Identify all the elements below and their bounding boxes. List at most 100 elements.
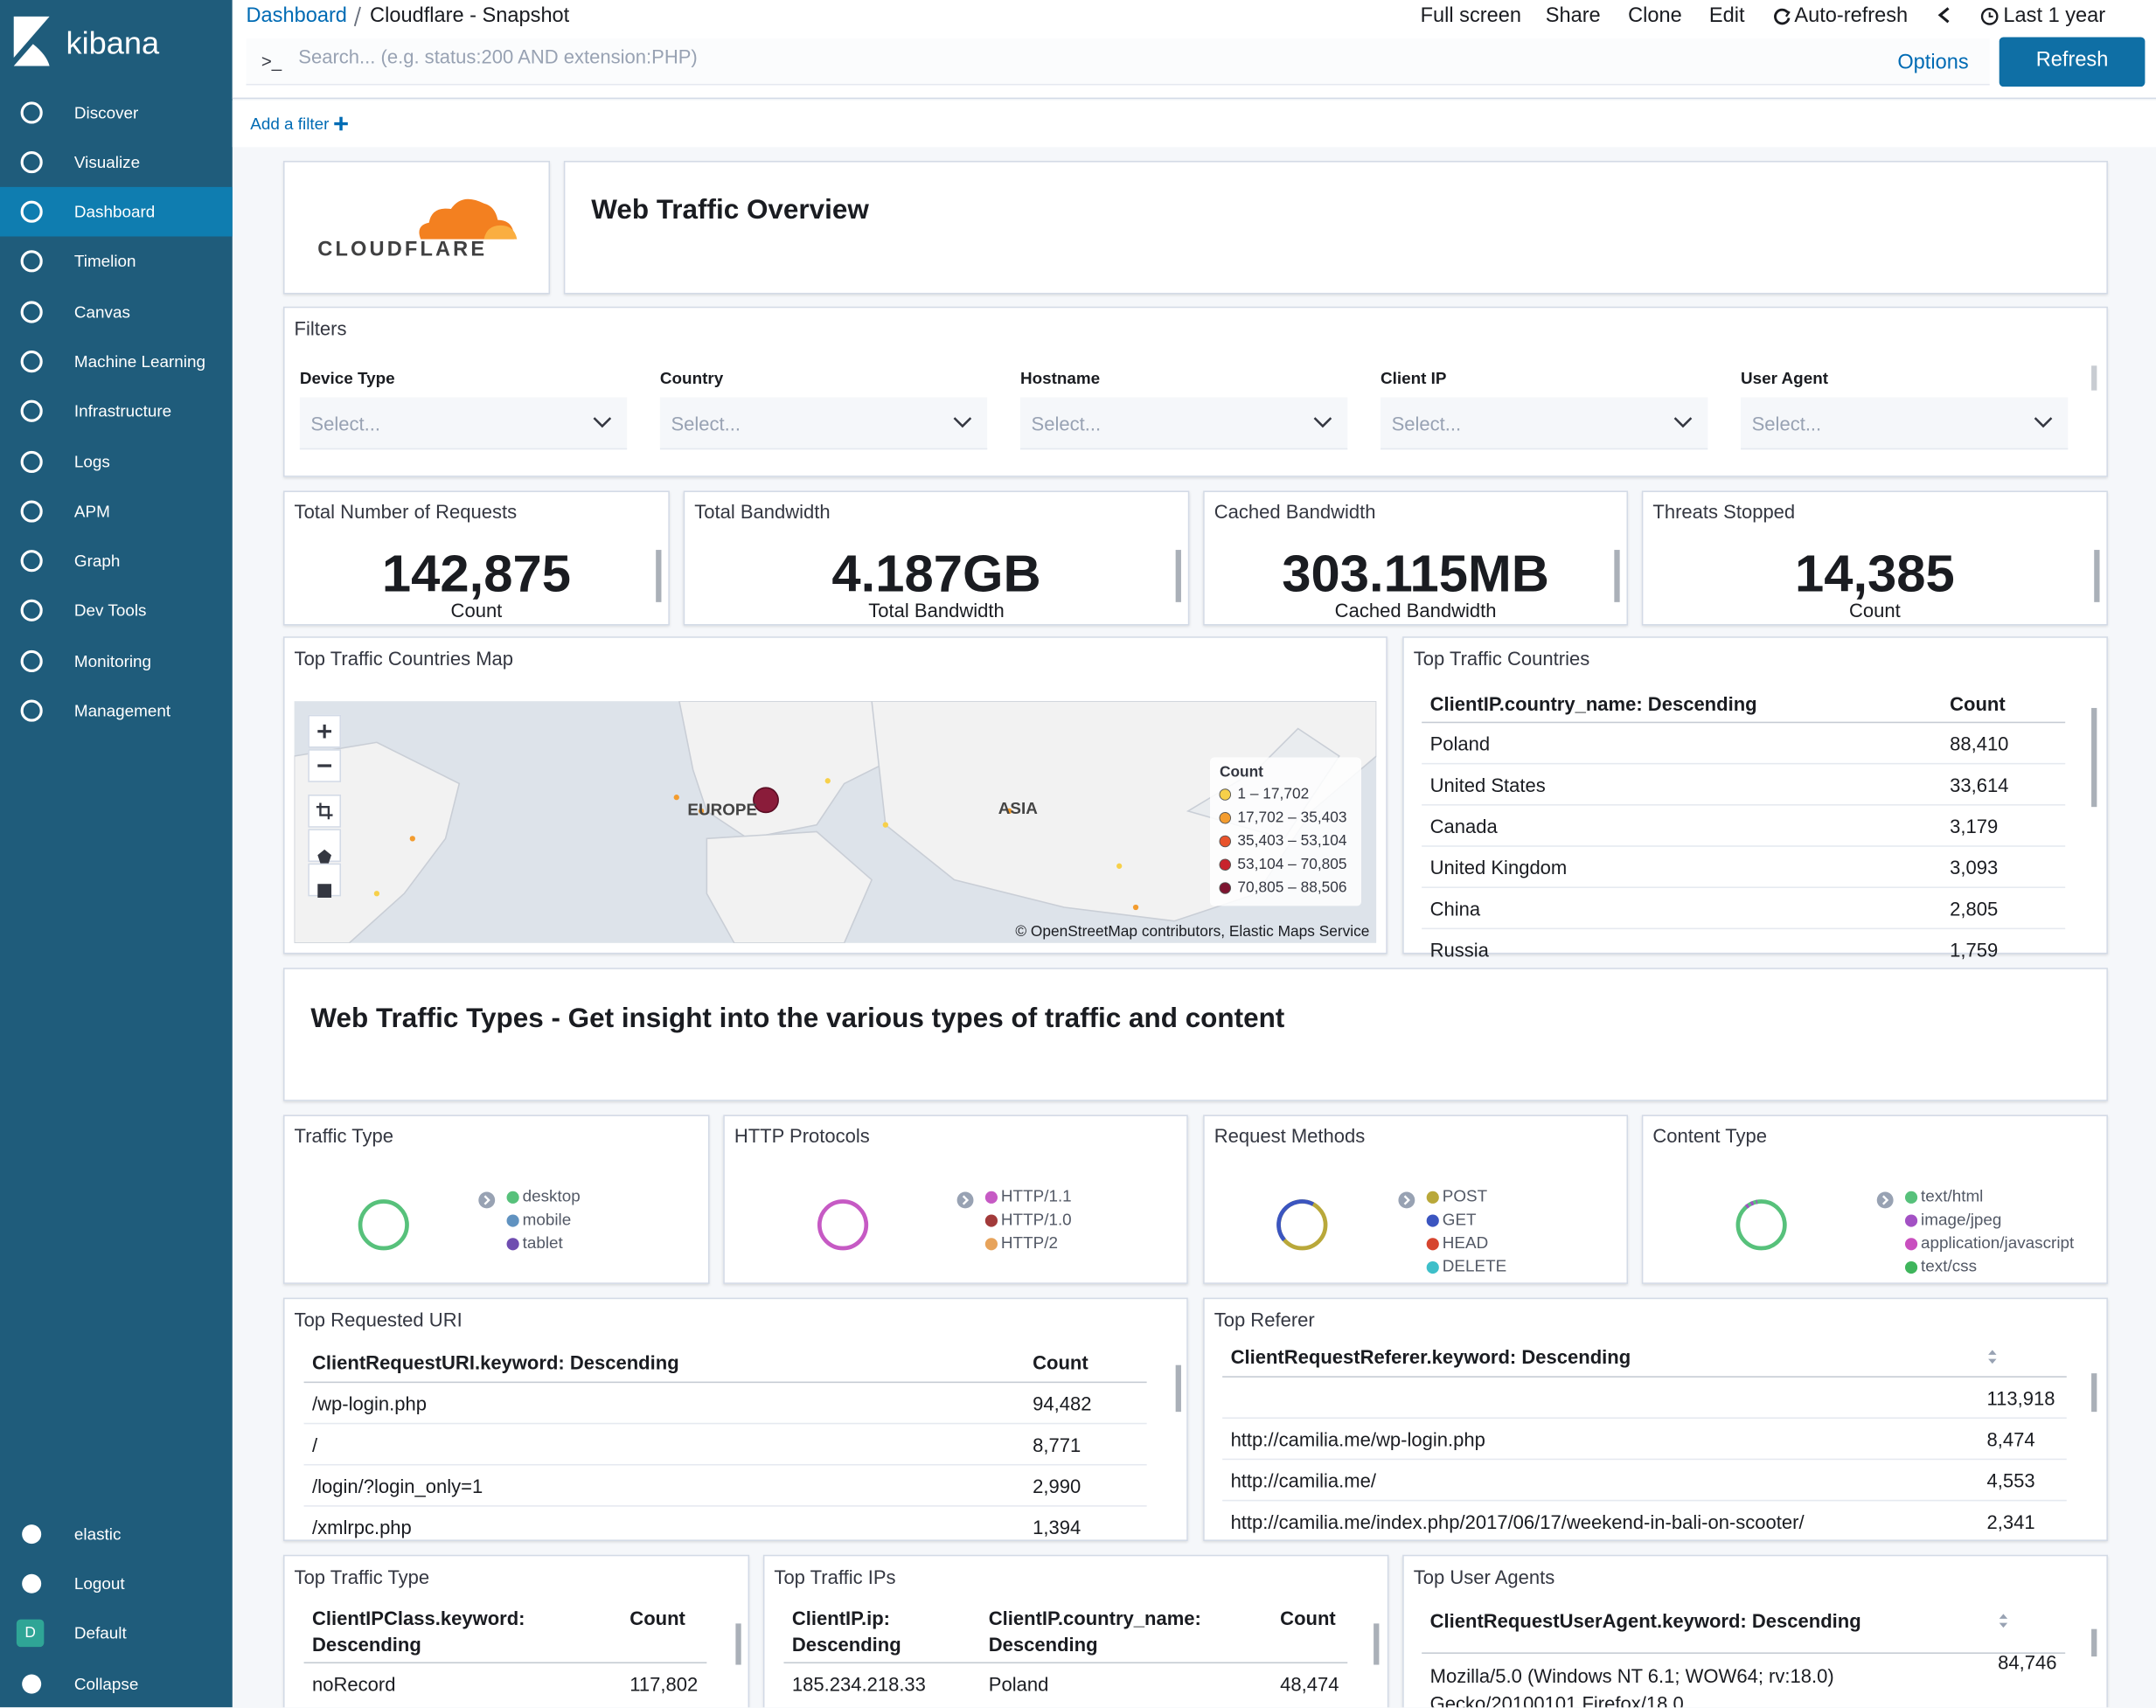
scrollbar bbox=[1175, 550, 1181, 602]
legend-label[interactable]: POST bbox=[1442, 1186, 1488, 1206]
column-header[interactable]: ClientRequestReferer.keyword: Descending bbox=[1230, 1345, 1631, 1368]
column-header[interactable]: ClientIP.country_name: Descending bbox=[988, 1607, 1201, 1656]
nav-item[interactable]: Graph bbox=[73, 551, 121, 571]
legend-label[interactable]: mobile bbox=[522, 1209, 572, 1229]
nav-icon bbox=[20, 450, 43, 474]
column-header[interactable]: ClientRequestUserAgent.keyword: Descendi… bbox=[1429, 1609, 1861, 1632]
add-filter[interactable]: Add a filter bbox=[250, 114, 330, 134]
panel-title: Threats Stopped bbox=[1652, 500, 1796, 523]
table-cell: Canada bbox=[1429, 815, 1498, 837]
nav-item[interactable]: Dev Tools bbox=[73, 601, 147, 621]
control-label: Country bbox=[659, 368, 724, 388]
column-header[interactable]: Count bbox=[629, 1607, 685, 1629]
legend-swatch bbox=[1426, 1214, 1439, 1227]
nav-item[interactable]: elastic bbox=[73, 1524, 122, 1545]
section-panel bbox=[282, 968, 2108, 1101]
column-header[interactable]: Count bbox=[1950, 692, 2006, 715]
nav-item[interactable]: Infrastructure bbox=[73, 401, 172, 421]
nav-item[interactable]: Canvas bbox=[73, 302, 130, 323]
icon-part bbox=[483, 1195, 490, 1205]
legend-label[interactable]: HTTP/1.0 bbox=[1000, 1209, 1072, 1229]
legend-label[interactable]: GET bbox=[1442, 1209, 1477, 1229]
map-control[interactable] bbox=[308, 714, 342, 748]
legend-swatch bbox=[506, 1214, 519, 1227]
column-header[interactable]: ClientIP.ip: Descending bbox=[791, 1607, 901, 1656]
nav-item[interactable]: Management bbox=[73, 701, 171, 721]
icon-part bbox=[956, 1191, 974, 1209]
legend-label[interactable]: HTTP/1.1 bbox=[1000, 1186, 1072, 1206]
table-cell: 1,394 bbox=[1033, 1516, 1081, 1538]
legend-label: 17,702 – 35,403 bbox=[1237, 809, 1347, 827]
table-panel bbox=[282, 1297, 1188, 1541]
nav-item[interactable]: Default bbox=[73, 1623, 127, 1643]
scrollbar bbox=[735, 1623, 741, 1665]
column-header[interactable]: ClientIP.country_name: Descending bbox=[1429, 692, 1757, 715]
select-placeholder: Select... bbox=[1391, 412, 1462, 434]
column-header[interactable]: Count bbox=[1280, 1607, 1336, 1629]
nav-item[interactable]: Machine Learning bbox=[73, 351, 205, 371]
select[interactable] bbox=[299, 397, 628, 450]
legend-swatch bbox=[1219, 788, 1232, 801]
legend-label[interactable]: HEAD bbox=[1442, 1232, 1489, 1253]
legend-title: Count bbox=[1219, 764, 1263, 781]
map-control[interactable] bbox=[308, 795, 342, 828]
nav-item[interactable]: Logout bbox=[73, 1573, 125, 1593]
top-action[interactable]: Clone bbox=[1628, 3, 1682, 28]
chevron-down bbox=[1673, 417, 1693, 428]
brand: kibana bbox=[66, 24, 160, 61]
section-title: Web Traffic Types - Get insight into the… bbox=[310, 1003, 1285, 1034]
nav-item[interactable]: Logs bbox=[73, 452, 110, 472]
breadcrumb[interactable]: Dashboard bbox=[246, 3, 347, 28]
legend-label[interactable]: text/css bbox=[1921, 1256, 1978, 1276]
icon-part bbox=[20, 599, 43, 621]
time-picker[interactable]: Last 1 year bbox=[2003, 3, 2106, 28]
table-cell: 94,482 bbox=[1033, 1392, 1092, 1415]
sort-icon bbox=[1988, 1350, 1997, 1364]
pie-panel bbox=[1641, 1114, 2108, 1284]
options-button[interactable]: Options bbox=[1897, 51, 1969, 74]
column-header[interactable]: ClientIPClass.keyword: Descending bbox=[312, 1607, 525, 1656]
top-action[interactable]: Edit bbox=[1708, 3, 1745, 28]
search-placeholder[interactable]: Search... (e.g. status:200 AND extension… bbox=[298, 45, 698, 68]
table-cell: / bbox=[312, 1434, 318, 1456]
legend-label[interactable]: text/html bbox=[1921, 1186, 1984, 1206]
nav-item[interactable]: APM bbox=[73, 502, 110, 522]
nav-item[interactable]: Collapse bbox=[73, 1674, 139, 1694]
icon-part bbox=[1219, 835, 1232, 848]
nav-item[interactable]: Dashboard bbox=[73, 202, 156, 222]
icon-part bbox=[317, 884, 332, 898]
space-badge-text: D bbox=[24, 1624, 36, 1642]
table-cell: 113,918 bbox=[1986, 1386, 2055, 1410]
nav-item[interactable]: Discover bbox=[73, 102, 139, 122]
legend-label[interactable]: DELETE bbox=[1442, 1256, 1507, 1276]
table-cell: Mozilla/5.0 (Windows NT 6.1; WOW64; rv:1… bbox=[1429, 1664, 1834, 1708]
refresh-button[interactable]: Refresh bbox=[1999, 37, 2146, 87]
nav-item[interactable]: Visualize bbox=[73, 152, 141, 172]
icon-part bbox=[753, 787, 779, 814]
icon-part bbox=[20, 101, 43, 124]
select[interactable] bbox=[1019, 397, 1348, 450]
icon-part bbox=[20, 699, 43, 722]
select[interactable] bbox=[1741, 397, 2069, 450]
nav-item[interactable]: Monitoring bbox=[73, 651, 152, 671]
column-header[interactable]: Count bbox=[1033, 1350, 1088, 1374]
icon-part bbox=[1276, 1199, 1315, 1242]
table-cell: 33,614 bbox=[1950, 774, 2009, 796]
legend-label[interactable]: tablet bbox=[522, 1232, 563, 1253]
top-action[interactable]: Full screen bbox=[1420, 3, 1521, 28]
top-action[interactable]: Share bbox=[1545, 3, 1601, 28]
legend-label[interactable]: HTTP/2 bbox=[1000, 1232, 1058, 1253]
legend-label[interactable]: image/jpeg bbox=[1921, 1209, 2002, 1229]
metric-label: Count bbox=[1848, 599, 1901, 621]
select[interactable] bbox=[1380, 397, 1708, 450]
legend-label[interactable]: application/javascript bbox=[1921, 1232, 2075, 1253]
column-header[interactable]: ClientRequestURI.keyword: Descending bbox=[312, 1350, 679, 1374]
select[interactable] bbox=[659, 397, 988, 450]
filter-bar bbox=[232, 100, 2156, 148]
legend-label[interactable]: desktop bbox=[522, 1186, 581, 1206]
nav-item[interactable]: Timelion bbox=[73, 251, 136, 271]
top-action[interactable]: Auto-refresh bbox=[1794, 3, 1909, 28]
legend-toggle bbox=[478, 1191, 496, 1209]
panel-title: Total Bandwidth bbox=[694, 500, 831, 523]
table-cell: 1,759 bbox=[1950, 939, 1999, 962]
